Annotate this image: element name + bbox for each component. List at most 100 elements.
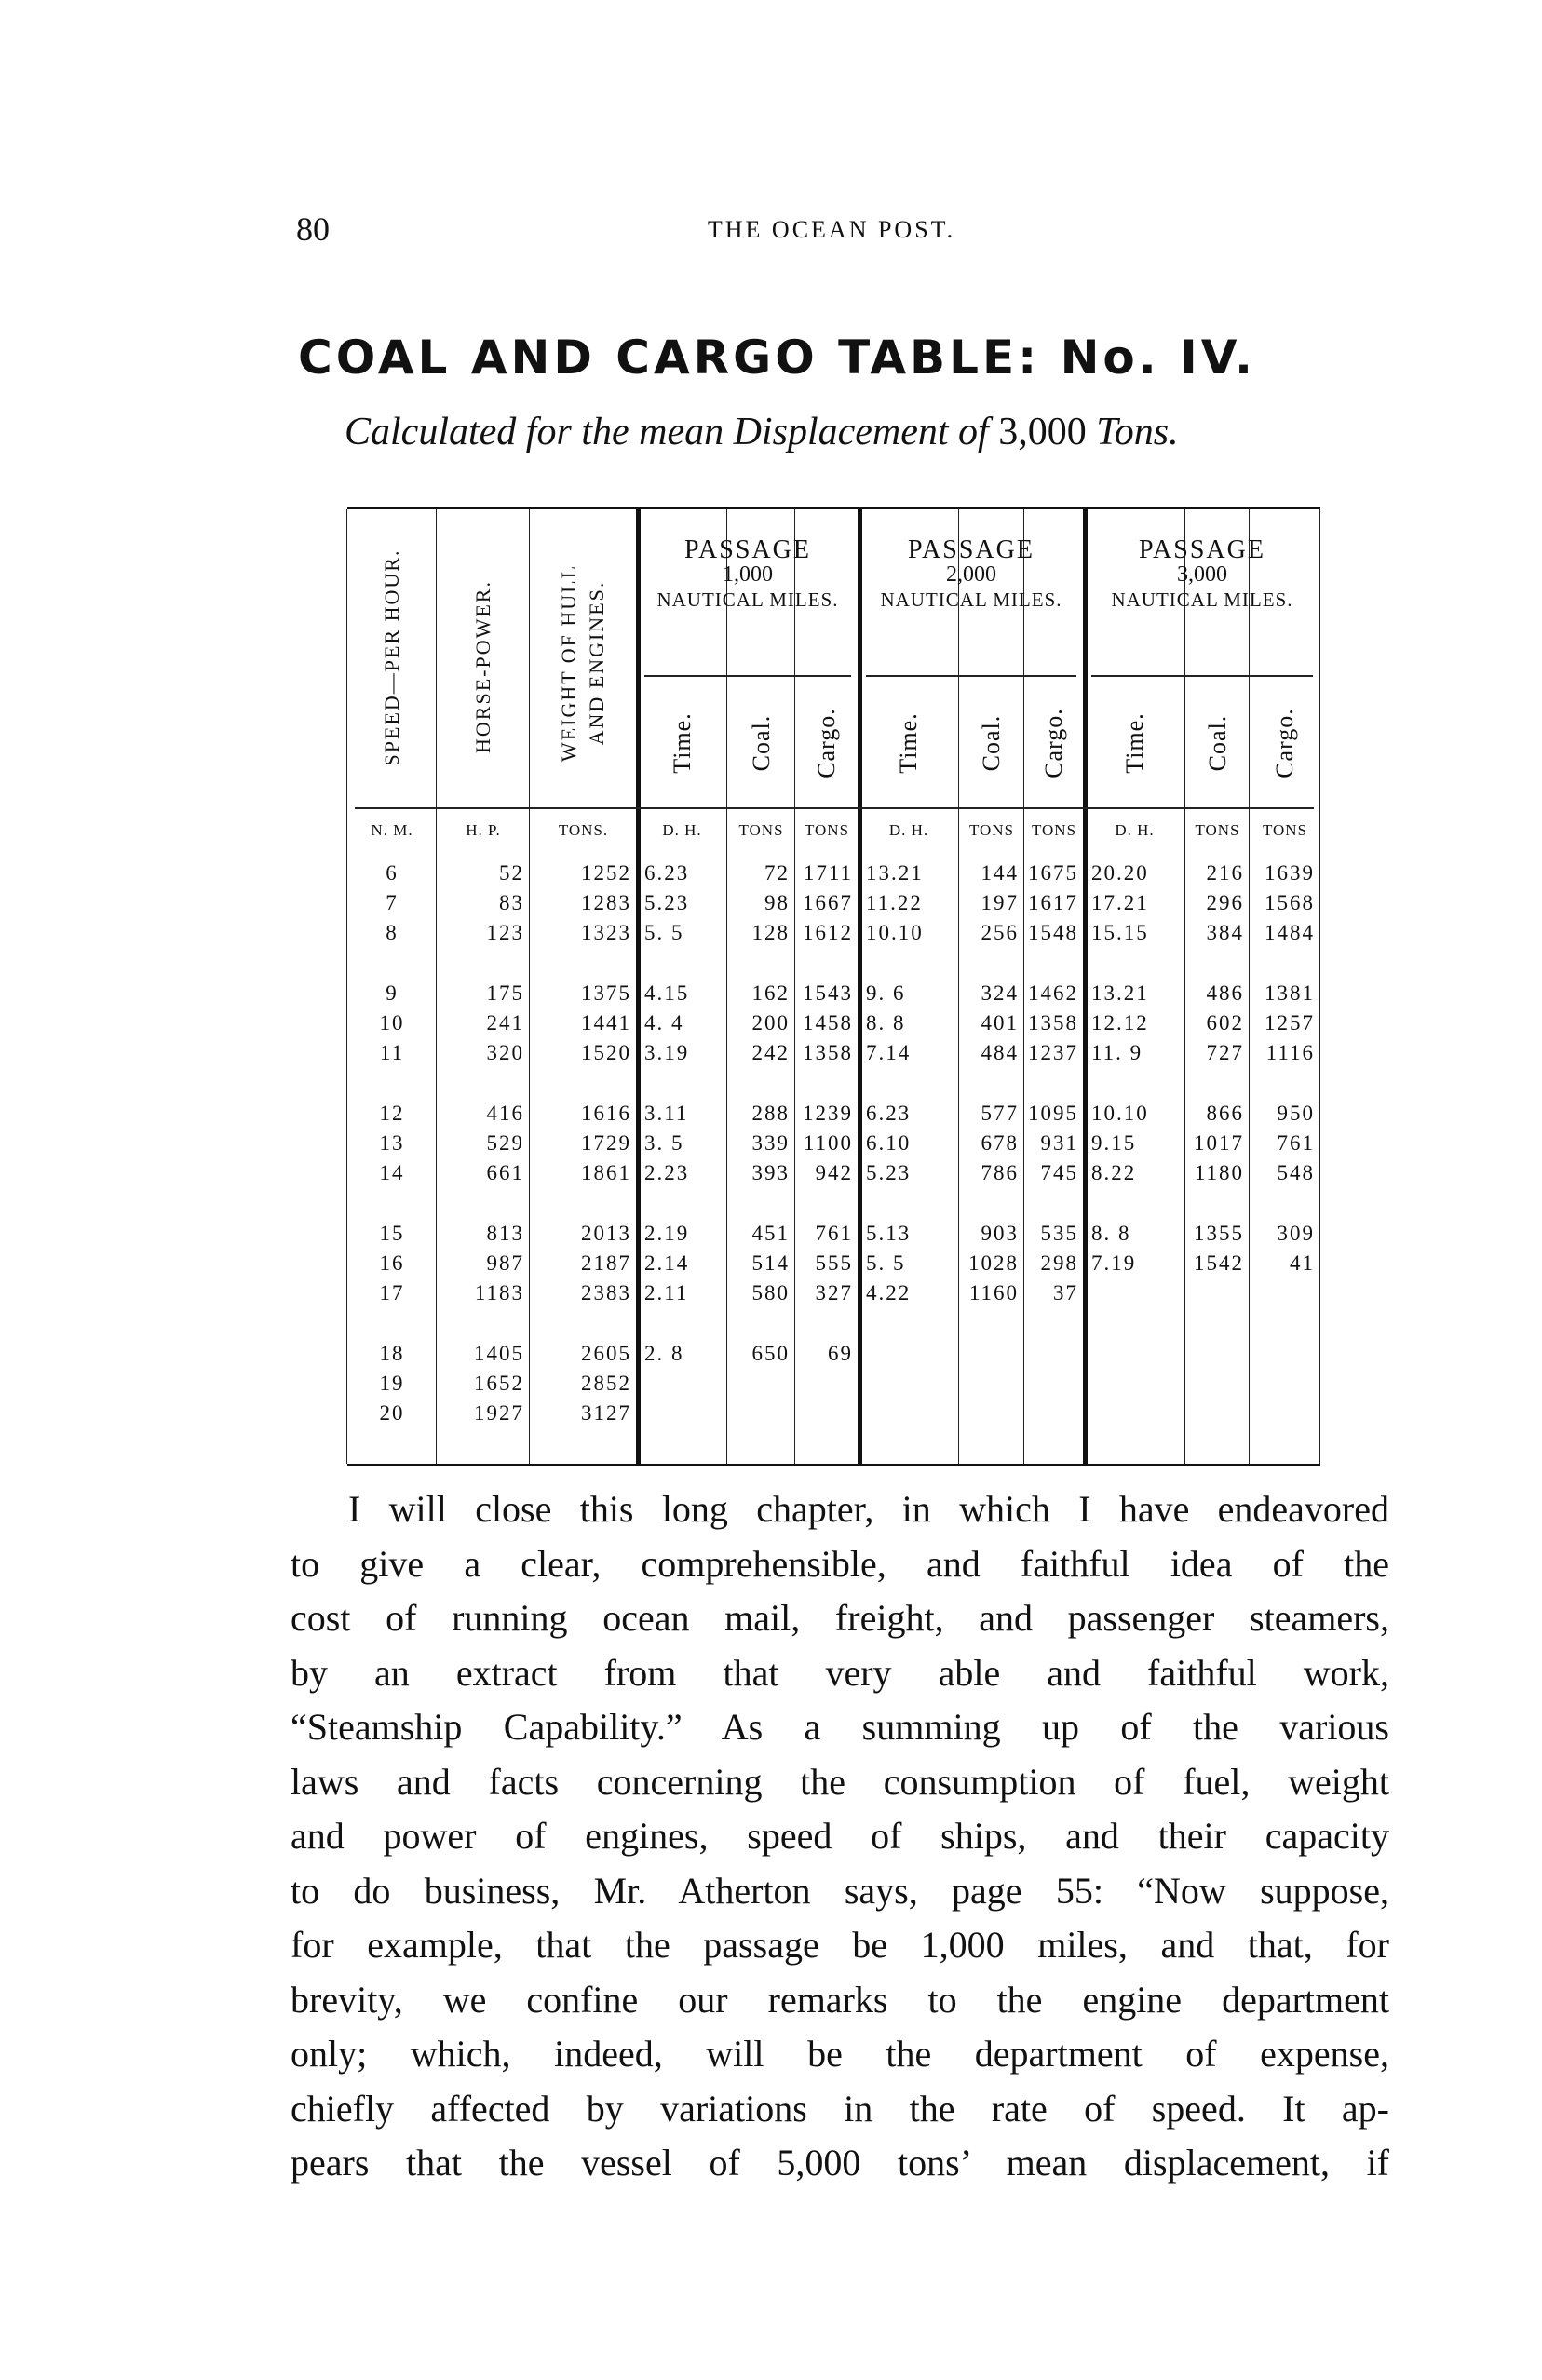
table-cell: 162 bbox=[751, 981, 790, 1005]
table-cell: 484 bbox=[981, 1041, 1019, 1064]
unit-label: TONS bbox=[738, 821, 784, 839]
table-cell: 577 bbox=[981, 1102, 1019, 1125]
table-cell: 1405 bbox=[474, 1342, 524, 1365]
table-cell: 1252 bbox=[581, 861, 631, 885]
table-cell: 9 bbox=[386, 981, 399, 1005]
table-cell: 1180 bbox=[1194, 1161, 1244, 1184]
table-cell: 1462 bbox=[1028, 981, 1078, 1005]
table-cell: 2605 bbox=[581, 1342, 631, 1365]
table-cell: 678 bbox=[981, 1131, 1019, 1155]
passage-unit: NAUTICAL MILES. bbox=[656, 588, 839, 611]
subtitle-text: Calculated for the mean Displacement of bbox=[345, 411, 989, 453]
table-cell: 761 bbox=[815, 1222, 853, 1245]
subheader-cargo: Cargo. bbox=[1271, 708, 1298, 778]
body-line: only; which, indeed, will be the departm… bbox=[291, 2033, 1389, 2075]
table-cell: 8. 8 bbox=[866, 1011, 906, 1034]
subheader-coal: Coal. bbox=[747, 714, 775, 772]
table-cell: 288 bbox=[751, 1102, 790, 1125]
table-cell: 384 bbox=[1206, 921, 1244, 944]
table-cell: 11. 9 bbox=[1091, 1041, 1143, 1064]
table-cell: 3.11 bbox=[644, 1102, 689, 1125]
header-rule bbox=[355, 807, 1314, 809]
unit-label: D. H. bbox=[662, 821, 702, 839]
table-cell: 123 bbox=[486, 921, 524, 944]
passage-label: PASSAGE bbox=[1139, 535, 1265, 564]
passage-label: PASSAGE bbox=[684, 535, 811, 564]
table-cell: 514 bbox=[751, 1251, 790, 1275]
table-cell: 1639 bbox=[1265, 861, 1315, 885]
subtitle-number: 3,000 bbox=[998, 411, 1087, 453]
unit-label: TONS bbox=[968, 821, 1015, 839]
unit-label: D. H. bbox=[1115, 821, 1155, 839]
table-cell: 2.14 bbox=[644, 1251, 690, 1275]
table-cell: 10 bbox=[379, 1011, 405, 1034]
table-cell: 1617 bbox=[1028, 891, 1078, 914]
body-line: I will close this long chapter, in which… bbox=[348, 1488, 1389, 1530]
table-cell: 144 bbox=[981, 861, 1019, 885]
table-cell: 761 bbox=[1277, 1131, 1315, 1155]
table-cell: 15.15 bbox=[1091, 921, 1149, 944]
table-cell: 1381 bbox=[1265, 981, 1315, 1005]
body-text: I will close this long chapter, in which… bbox=[291, 1482, 1389, 2191]
table-cell: 2. 8 bbox=[644, 1342, 684, 1365]
table-cell: 1542 bbox=[1194, 1251, 1244, 1275]
table-cell: 17.21 bbox=[1091, 891, 1149, 914]
table-cell: 1358 bbox=[1028, 1011, 1078, 1034]
table-cell: 1729 bbox=[581, 1131, 631, 1155]
passage-label: PASSAGE bbox=[908, 535, 1035, 564]
table-cell: 256 bbox=[981, 921, 1019, 944]
passage-header-3: PASSAGE 3,000 NAUTICAL MILES. bbox=[1084, 537, 1320, 613]
subheader-coal: Coal. bbox=[978, 714, 1005, 772]
unit-label: TONS bbox=[804, 821, 850, 839]
table-cell: 5.23 bbox=[866, 1161, 912, 1184]
table-cell: 1017 bbox=[1194, 1131, 1244, 1155]
table-cell: 451 bbox=[751, 1222, 790, 1245]
column-divider bbox=[794, 509, 795, 1464]
subheader-time: Time. bbox=[1120, 712, 1148, 774]
table-cell: 320 bbox=[486, 1041, 524, 1064]
table-cell: 16 bbox=[379, 1251, 405, 1275]
column-divider bbox=[436, 509, 437, 1464]
body-line: for example, that the passage be 1,000 m… bbox=[291, 1924, 1389, 1966]
table-cell: 13.21 bbox=[1091, 981, 1149, 1005]
table-cell: 4.15 bbox=[644, 981, 690, 1005]
table-cell: 83 bbox=[499, 891, 524, 914]
table-cell: 12 bbox=[379, 1102, 405, 1125]
column-divider bbox=[958, 509, 959, 1464]
body-line: by an extract from that very able and fa… bbox=[291, 1651, 1389, 1694]
subheader-cargo: Cargo. bbox=[813, 708, 840, 778]
table-cell: 69 bbox=[828, 1342, 853, 1365]
table-cell: 3.19 bbox=[644, 1041, 690, 1064]
horse-power-header: HORSE-POWER. bbox=[471, 580, 494, 753]
table-cell: 14 bbox=[379, 1161, 405, 1184]
column-divider bbox=[636, 509, 641, 1464]
table-cell: 548 bbox=[1277, 1161, 1315, 1184]
table-cell: 13.21 bbox=[866, 861, 924, 885]
body-line: and power of engines, speed of ships, an… bbox=[291, 1815, 1389, 1857]
body-line: to do business, Mr. Atherton says, page … bbox=[291, 1869, 1389, 1912]
table-cell: 19 bbox=[379, 1372, 405, 1395]
table-cell: 1441 bbox=[581, 1011, 631, 1034]
table-cell: 3. 5 bbox=[644, 1131, 684, 1155]
weight-header-line2: AND ENGINES. bbox=[585, 580, 608, 746]
table-cell: 1116 bbox=[1265, 1041, 1315, 1064]
subheader-coal: Coal. bbox=[1203, 714, 1231, 772]
table-cell: 786 bbox=[981, 1161, 1019, 1184]
table-cell: 602 bbox=[1206, 1011, 1244, 1034]
table-cell: 6 bbox=[386, 861, 399, 885]
table-cell: 1375 bbox=[581, 981, 631, 1005]
column-divider bbox=[529, 509, 530, 1464]
table-cell: 15 bbox=[379, 1222, 405, 1245]
table-cell: 1711 bbox=[803, 861, 853, 885]
table-cell: 486 bbox=[1206, 981, 1244, 1005]
table-subtitle: Calculated for the mean Displacement of … bbox=[345, 410, 1350, 454]
table-cell: 1358 bbox=[803, 1041, 853, 1064]
table-cell: 9.15 bbox=[1091, 1131, 1137, 1155]
table-cell: 2.19 bbox=[644, 1222, 690, 1245]
table-cell: 5. 5 bbox=[644, 921, 684, 944]
table-cell: 6.23 bbox=[866, 1102, 912, 1125]
table-cell: 175 bbox=[486, 981, 524, 1005]
passage-divider bbox=[644, 675, 851, 677]
table-cell: 6.10 bbox=[866, 1131, 912, 1155]
body-line: “Steamship Capability.” As a summing up … bbox=[291, 1706, 1389, 1748]
